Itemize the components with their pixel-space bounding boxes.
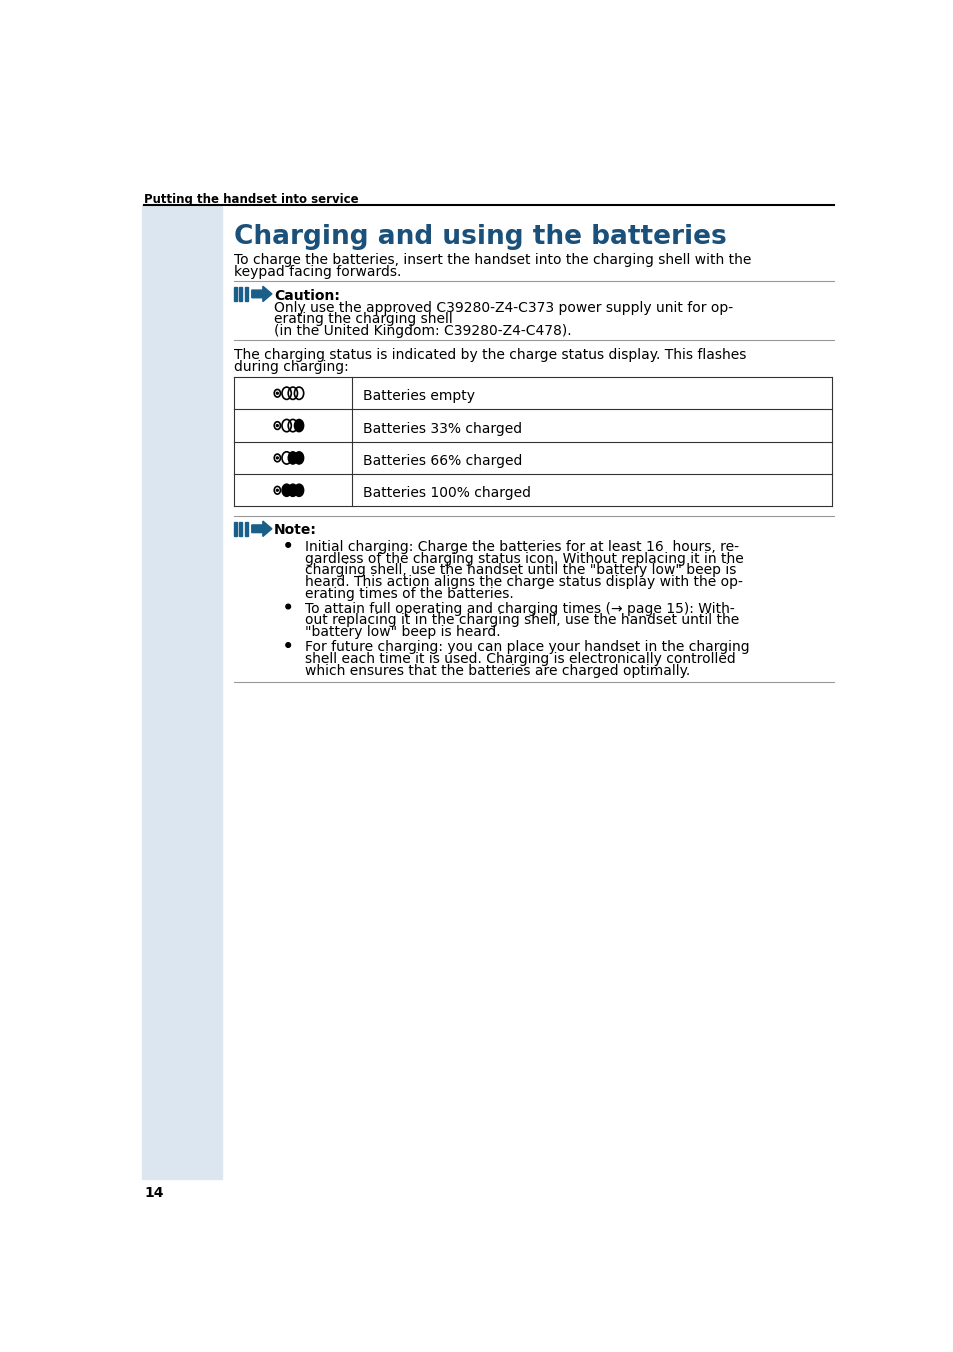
Text: charging shell, use the handset until the "battery low" beep is: charging shell, use the handset until th… (305, 564, 736, 577)
Text: Putting the handset into service: Putting the handset into service (144, 193, 358, 206)
Text: Initial charging: Charge the batteries for at least 16  hours, re-: Initial charging: Charge the batteries f… (305, 541, 739, 554)
Bar (233, 522, 236, 535)
Text: Batteries empty: Batteries empty (362, 389, 474, 403)
Text: heard. This action aligns the charge status display with the op-: heard. This action aligns the charge sta… (305, 575, 742, 589)
Text: To charge the batteries, insert the handset into the charging shell with the: To charge the batteries, insert the hand… (233, 253, 751, 268)
Polygon shape (252, 287, 272, 301)
Circle shape (286, 642, 291, 648)
Circle shape (276, 392, 278, 395)
Bar (245, 287, 248, 301)
Bar (245, 522, 248, 535)
Text: Batteries 33% charged: Batteries 33% charged (362, 422, 521, 435)
Circle shape (286, 604, 291, 608)
Ellipse shape (288, 452, 297, 464)
Text: Caution:: Caution: (274, 288, 340, 303)
Text: which ensures that the batteries are charged optimally.: which ensures that the batteries are cha… (305, 664, 690, 677)
Ellipse shape (294, 484, 303, 496)
Circle shape (286, 542, 291, 548)
Text: erating times of the batteries.: erating times of the batteries. (305, 587, 514, 600)
Text: The charging status is indicated by the charge status display. This flashes: The charging status is indicated by the … (233, 347, 745, 362)
Bar (239, 287, 242, 301)
Text: gardless of the charging status icon. Without replacing it in the: gardless of the charging status icon. Wi… (305, 552, 743, 566)
Bar (142, 204, 221, 1179)
Text: out replacing it in the charging shell, use the handset until the: out replacing it in the charging shell, … (305, 614, 739, 627)
Ellipse shape (294, 419, 303, 431)
Text: "battery low" beep is heard.: "battery low" beep is heard. (305, 625, 500, 639)
Circle shape (276, 489, 278, 491)
Text: Note:: Note: (274, 523, 316, 537)
Bar (239, 522, 242, 535)
Ellipse shape (282, 484, 291, 496)
Text: For future charging: you can place your handset in the charging: For future charging: you can place your … (305, 641, 749, 654)
Text: erating the charging shell: erating the charging shell (274, 312, 453, 326)
Text: To attain full operating and charging times (→ page 15): With-: To attain full operating and charging ti… (305, 602, 734, 617)
Text: during charging:: during charging: (233, 360, 349, 375)
Bar (233, 287, 236, 301)
Circle shape (276, 457, 278, 458)
Circle shape (276, 425, 278, 426)
Ellipse shape (294, 452, 303, 464)
Text: 14: 14 (144, 1186, 163, 1201)
Ellipse shape (288, 484, 297, 496)
Text: Only use the approved C39280-Z4-C373 power supply unit for op-: Only use the approved C39280-Z4-C373 pow… (274, 301, 733, 315)
Text: Charging and using the batteries: Charging and using the batteries (233, 224, 726, 250)
Text: Batteries 100% charged: Batteries 100% charged (362, 487, 530, 500)
Polygon shape (252, 521, 272, 537)
Text: shell each time it is used. Charging is electronically controlled: shell each time it is used. Charging is … (305, 652, 735, 667)
Text: (in the United Kingdom: C39280-Z4-C478).: (in the United Kingdom: C39280-Z4-C478). (274, 324, 571, 338)
Text: Batteries 66% charged: Batteries 66% charged (362, 454, 521, 468)
Text: keypad facing forwards.: keypad facing forwards. (233, 265, 401, 280)
